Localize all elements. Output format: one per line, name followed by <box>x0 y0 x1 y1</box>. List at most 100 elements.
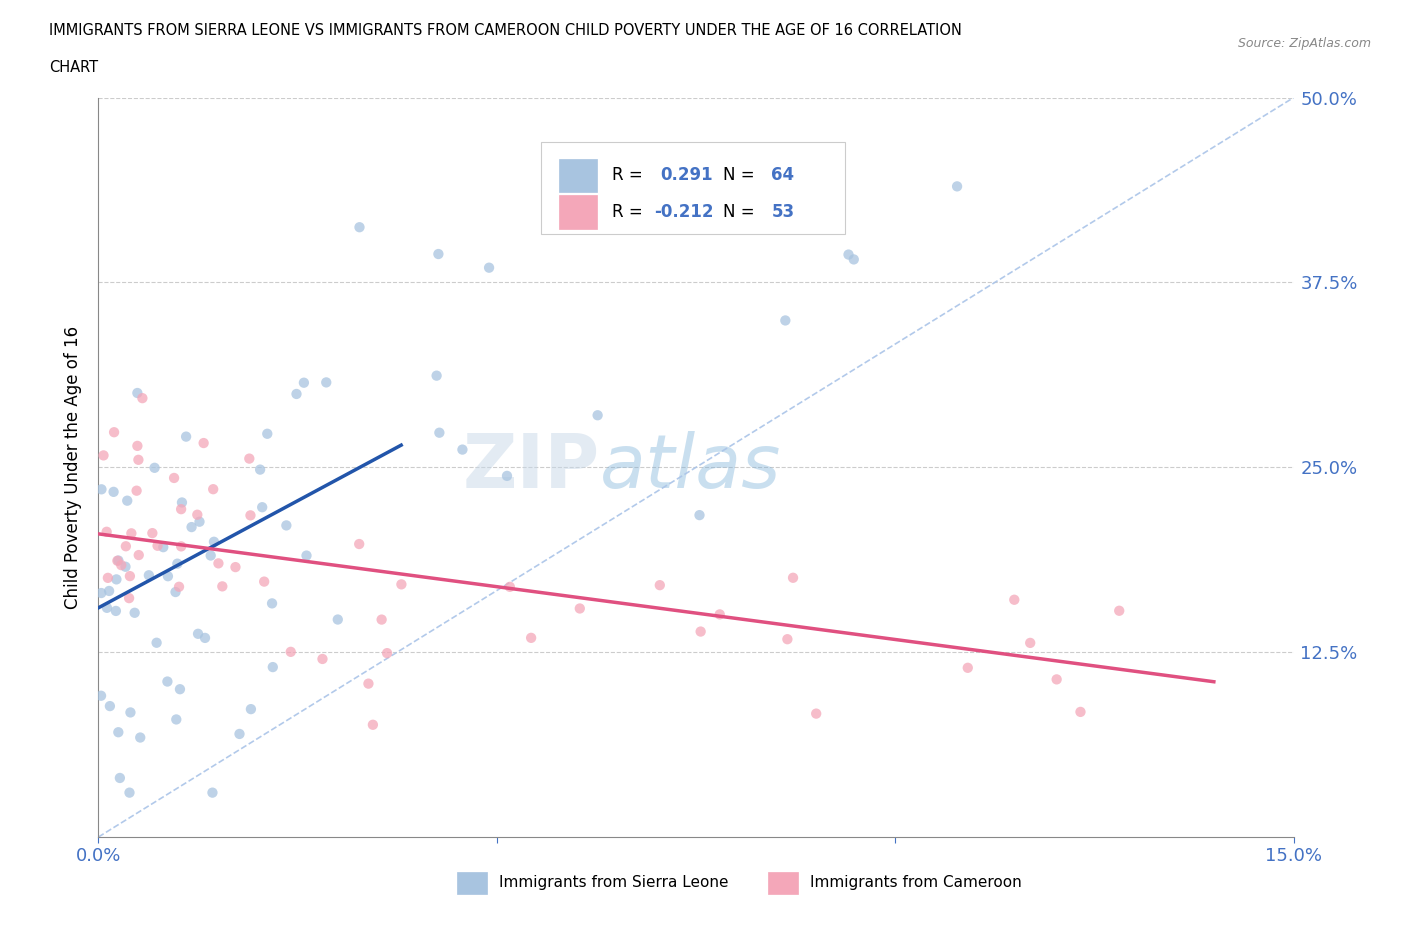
Point <box>262 659 284 674</box>
Point <box>709 607 731 622</box>
Point <box>689 508 711 523</box>
Point <box>568 601 591 616</box>
Point <box>228 726 250 741</box>
Text: R =: R = <box>613 203 648 221</box>
Point <box>141 525 163 540</box>
Point <box>96 525 118 539</box>
Point <box>689 624 711 639</box>
Point <box>311 652 333 667</box>
Point <box>115 493 138 508</box>
Point <box>105 553 128 568</box>
Point <box>163 471 186 485</box>
Point <box>427 425 450 440</box>
Point <box>193 435 215 450</box>
Point <box>249 462 271 477</box>
Point <box>357 676 380 691</box>
Text: Immigrants from Sierra Leone: Immigrants from Sierra Leone <box>499 875 728 890</box>
Point <box>170 495 193 510</box>
Point <box>166 556 188 571</box>
Point <box>202 482 225 497</box>
Point <box>107 724 129 739</box>
Point <box>285 387 308 402</box>
Point <box>165 712 187 727</box>
Point <box>1002 592 1025 607</box>
Point <box>187 627 209 642</box>
Point <box>256 426 278 441</box>
Point <box>138 568 160 583</box>
Text: 64: 64 <box>772 166 794 184</box>
Point <box>1108 604 1130 618</box>
Text: CHART: CHART <box>49 60 98 75</box>
Point <box>103 425 125 440</box>
Point <box>127 386 149 401</box>
Point <box>194 631 217 645</box>
Point <box>103 485 125 499</box>
Point <box>280 644 302 659</box>
Point <box>124 605 146 620</box>
Point <box>90 586 112 601</box>
Point <box>238 451 260 466</box>
Point <box>775 313 797 328</box>
Point <box>120 705 142 720</box>
Point <box>239 508 262 523</box>
Text: 0.291: 0.291 <box>661 166 713 184</box>
Point <box>842 252 865 267</box>
Point <box>586 408 609 423</box>
Point <box>152 539 174 554</box>
Text: -0.212: -0.212 <box>654 203 714 221</box>
Point <box>260 596 283 611</box>
Bar <box>768 871 797 894</box>
Point <box>146 538 169 553</box>
Text: ZIP: ZIP <box>463 431 600 504</box>
Point <box>165 585 187 600</box>
Point <box>90 688 112 703</box>
Point <box>782 570 804 585</box>
Point <box>105 572 128 587</box>
Text: 53: 53 <box>772 203 794 221</box>
Point <box>1069 704 1091 719</box>
Point <box>90 482 112 497</box>
Text: Immigrants from Cameroon: Immigrants from Cameroon <box>810 875 1021 890</box>
Point <box>200 548 222 563</box>
Point <box>250 499 273 514</box>
Point <box>104 604 127 618</box>
Point <box>118 568 141 583</box>
Point <box>201 785 224 800</box>
Point <box>427 246 450 261</box>
Point <box>143 460 166 475</box>
Point <box>326 612 349 627</box>
Point <box>156 674 179 689</box>
Point <box>118 785 141 800</box>
Point <box>776 631 799 646</box>
Point <box>806 706 828 721</box>
Point <box>1019 635 1042 650</box>
Point <box>114 559 136 574</box>
Point <box>169 682 191 697</box>
Point <box>292 376 315 391</box>
FancyBboxPatch shape <box>541 142 845 234</box>
Point <box>127 438 149 453</box>
Point <box>389 577 412 591</box>
Y-axis label: Child Poverty Under the Age of 16: Child Poverty Under the Age of 16 <box>65 326 83 609</box>
Point <box>347 537 370 551</box>
Point <box>167 579 190 594</box>
Point <box>110 558 132 573</box>
Point <box>170 539 193 554</box>
Point <box>315 375 337 390</box>
Point <box>239 702 262 717</box>
Point <box>118 591 141 605</box>
Point <box>129 730 152 745</box>
Point <box>207 556 229 571</box>
Point <box>956 660 979 675</box>
Point <box>156 569 179 584</box>
Point <box>93 448 115 463</box>
Point <box>253 574 276 589</box>
Point <box>496 469 519 484</box>
Point <box>370 612 392 627</box>
Point <box>946 179 969 193</box>
Point <box>170 501 193 516</box>
Point <box>115 538 138 553</box>
Point <box>1046 672 1069 687</box>
Point <box>499 579 522 594</box>
Point <box>349 219 371 234</box>
